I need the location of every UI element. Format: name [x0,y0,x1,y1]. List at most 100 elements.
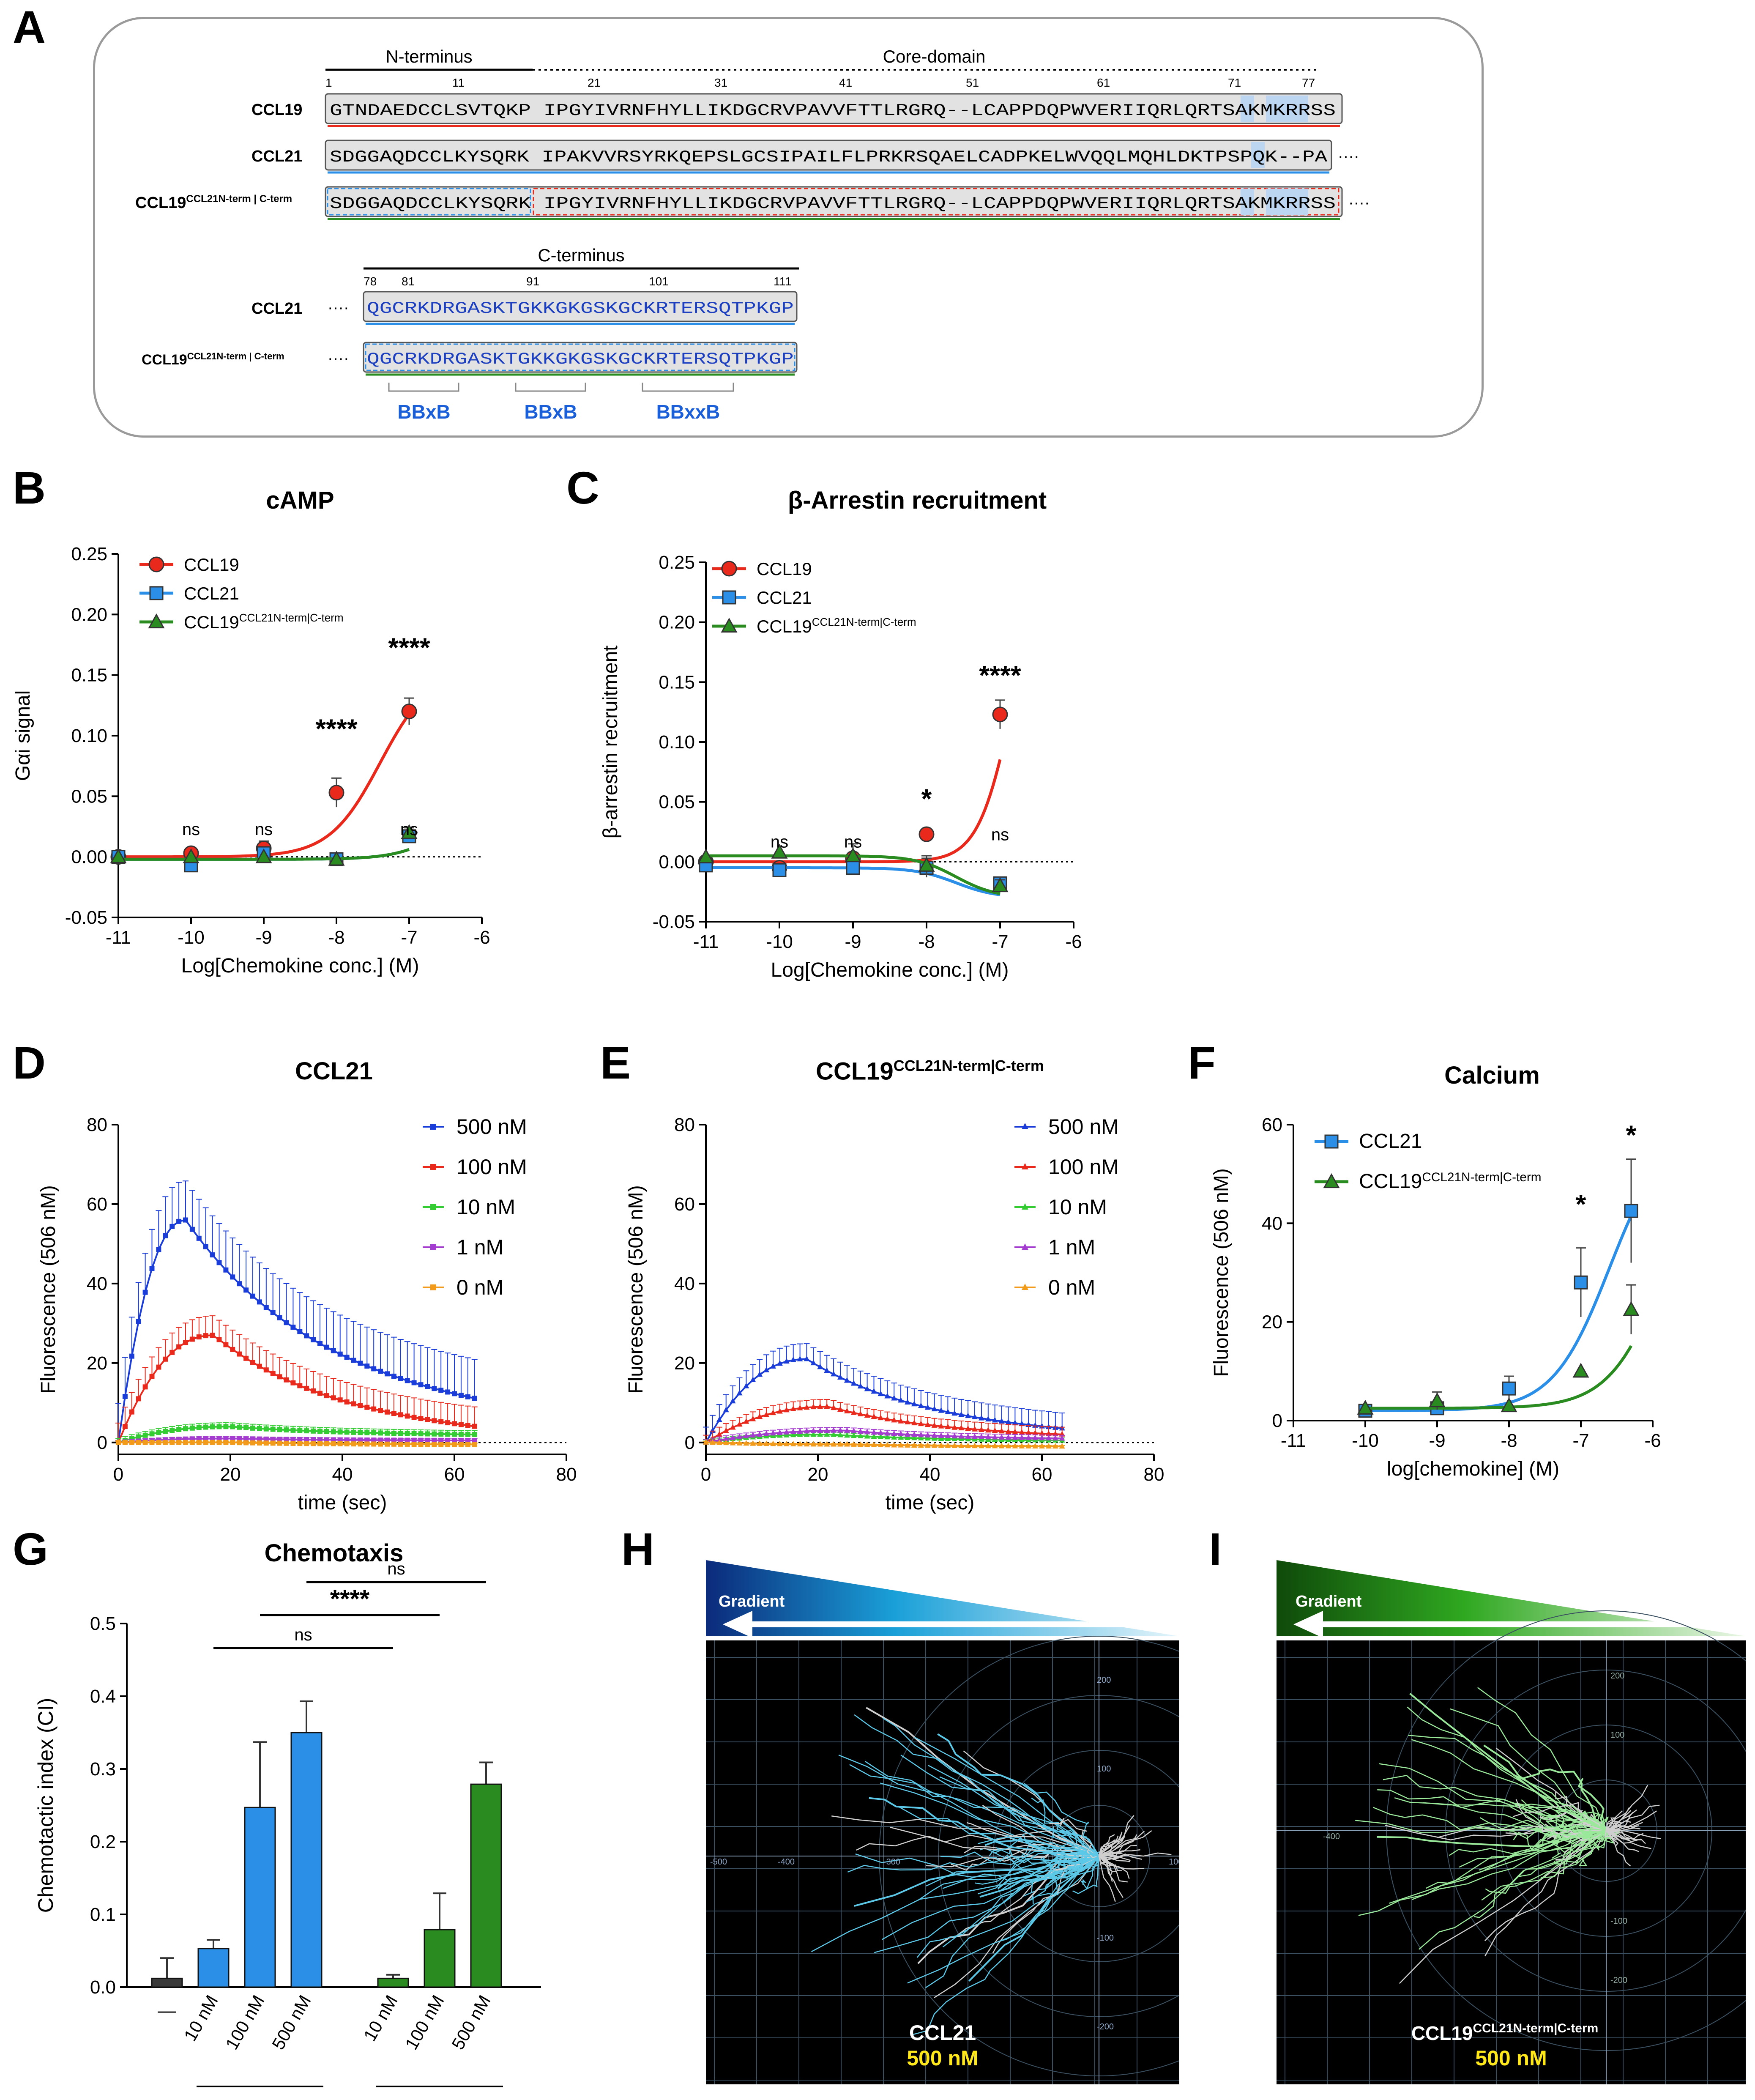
data-point [998,1418,1005,1424]
data-point [810,1441,817,1447]
data-point [169,1428,175,1433]
data-point [831,1427,837,1433]
legend-marker [1022,1123,1028,1129]
data-point [757,1440,763,1446]
y-tick-label: 0.20 [71,604,107,625]
data-point [958,1425,965,1431]
arrow-left-icon [1293,1611,1323,1638]
data-point [398,1412,403,1418]
data-point [757,1371,763,1377]
data-point [385,1437,390,1443]
data-point [797,1441,803,1447]
data-point [757,1431,763,1437]
legend-marker [430,1124,436,1130]
y-tick-label: 0.2 [90,1832,116,1852]
data-point [951,1442,958,1448]
panel-a-svg: N-terminus Core-domain 1 11 21 31 41 51 … [135,47,1370,423]
data-point [284,1377,289,1383]
svg-text:-300: -300 [883,1857,900,1867]
data-point [230,1436,235,1441]
data-point [965,1413,971,1418]
data-point [810,1427,817,1433]
cell-track [1510,1806,1607,1831]
tracking-ticks: -500 -400 -300 100 200 -200 -100 100 [710,1676,1179,2032]
data-point [878,1429,884,1435]
cell-track [1358,1830,1607,1916]
data-point [730,1435,736,1440]
significance-label: ns [387,1564,405,1578]
bar-group: — [151,1957,183,2021]
legend: CCL19 CCL21 CCL19CCL21N-term|C-term [712,559,916,636]
data-point [304,1385,309,1391]
data-point [911,1435,917,1440]
data-point [378,1408,383,1413]
data-point [136,1396,141,1402]
x-tick-label: 20 [220,1464,241,1485]
arrow-left-icon [723,1611,752,1638]
data-point [452,1442,457,1447]
data-point [790,1432,796,1437]
data-point [418,1442,424,1447]
x-tick-label: -9 [845,931,861,952]
cell-track [1605,1830,1617,1841]
y-tick-label: 0.00 [659,851,695,872]
cell-track [1049,1818,1099,1859]
data-point [750,1432,756,1438]
data-point [871,1413,877,1419]
data-point [290,1427,296,1433]
basic-highlight [1241,189,1254,215]
data-point [783,1407,790,1413]
data-point [243,1440,249,1446]
data-point [418,1437,424,1443]
data-point [230,1424,235,1429]
data-point [857,1411,864,1417]
data-point [331,1348,336,1353]
data-point [965,1425,971,1431]
chart-f-title: Calcium [1444,1062,1540,1089]
c-chimera-box [363,342,798,373]
data-point [1357,1399,1374,1415]
bar [424,1929,456,1988]
data-point [1623,1301,1640,1316]
data-point [797,1428,803,1434]
data-point [972,1413,978,1419]
data-point [156,1430,161,1435]
series-4 [115,1440,478,1447]
ruler-tick: 11 [452,76,465,89]
data-point [401,824,418,839]
significance-label: **** [330,1585,370,1613]
legend-label: CCL21 [1359,1130,1422,1153]
y-tick-label: 20 [87,1353,107,1374]
data-point [730,1398,736,1404]
cell-track [1384,1823,1607,1840]
data-point [1005,1418,1011,1424]
data-point [845,847,861,862]
legend-marker [430,1204,436,1210]
series-1 [1357,1284,1640,1415]
data-point [445,1432,451,1437]
legend-marker [430,1164,436,1170]
cell-track [907,1856,1099,1984]
data-point [850,1432,857,1438]
data-point [129,1440,134,1445]
y-tick-label: 0.25 [659,552,695,573]
bar-group: 500 nM [448,1761,502,2053]
panel-h-tracking: Gradient -500 -400 -300 100 200 -200 -10… [706,1560,1179,2084]
data-point [736,1434,743,1440]
data-point [156,1247,161,1252]
data-point [331,1395,336,1401]
axes: -0.05 0.00 0.05 0.10 0.15 0.20 0.25 -11 -10 -9 -8 -… [599,552,1082,981]
data-point [723,1407,729,1413]
data-point [985,1427,991,1433]
data-point [878,1433,884,1439]
ruler-tick: 91 [526,275,539,288]
data-point [364,1363,370,1369]
data-point [1012,1443,1018,1448]
data-point [918,1432,924,1437]
data-point [169,1224,175,1229]
cell-track [1418,1830,1607,1950]
data-point [216,1440,222,1445]
data-point [438,1437,444,1443]
data-point [757,1413,763,1419]
data-point [1572,1363,1589,1378]
